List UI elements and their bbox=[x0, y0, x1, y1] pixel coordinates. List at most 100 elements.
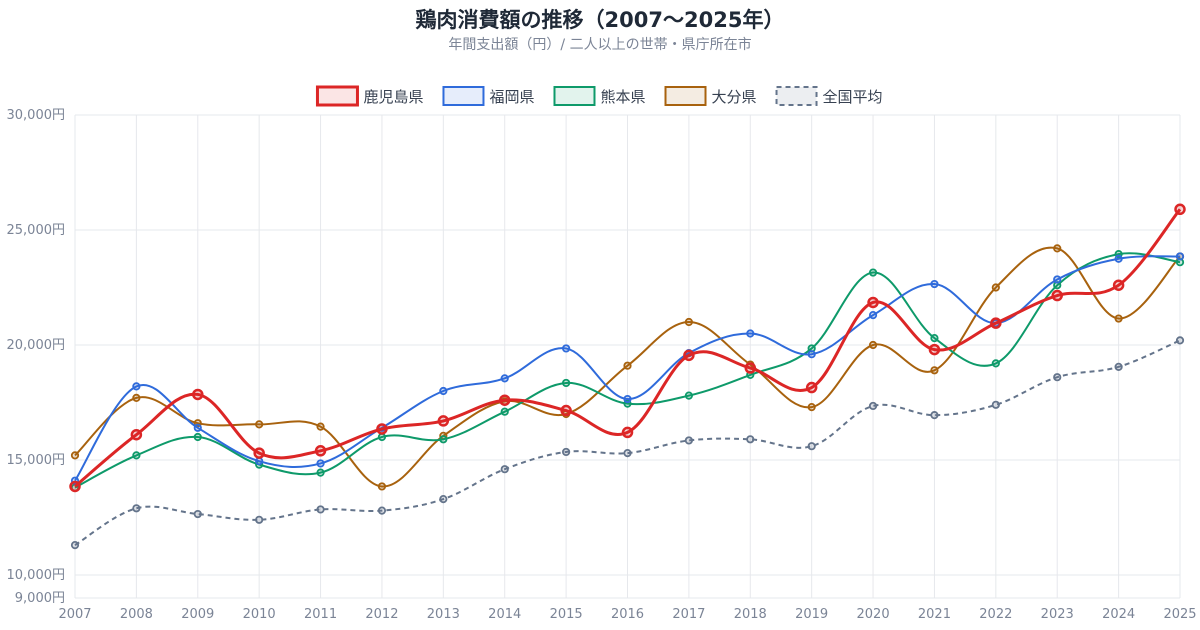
data-point bbox=[439, 435, 448, 444]
data-point bbox=[500, 407, 509, 416]
x-tick-label: 2017 bbox=[672, 607, 705, 622]
data-point bbox=[255, 515, 264, 524]
data-point bbox=[684, 317, 693, 327]
legend-item: 全国平均 bbox=[775, 86, 883, 106]
legend-item: 福岡県 bbox=[442, 86, 534, 106]
data-point bbox=[562, 378, 571, 388]
data-point bbox=[437, 415, 450, 427]
grid bbox=[74, 114, 1181, 599]
legend-swatch bbox=[775, 86, 818, 106]
data-point bbox=[376, 423, 388, 435]
legend-label: 大分県 bbox=[712, 88, 757, 106]
data-point bbox=[498, 394, 511, 406]
legend-label: 福岡県 bbox=[489, 88, 534, 106]
data-point bbox=[132, 504, 141, 513]
data-point bbox=[1114, 362, 1123, 371]
data-point bbox=[744, 362, 757, 374]
data-point bbox=[683, 349, 695, 362]
data-point bbox=[377, 482, 387, 491]
data-point bbox=[930, 411, 939, 420]
x-tick-label: 2018 bbox=[734, 607, 767, 622]
legend-label: 全国平均 bbox=[823, 88, 883, 106]
data-point bbox=[868, 268, 878, 277]
x-tick-label: 2012 bbox=[365, 607, 398, 622]
y-tick-label: 15,000円 bbox=[7, 453, 66, 468]
data-point bbox=[807, 402, 816, 412]
data-point bbox=[69, 480, 81, 493]
data-point bbox=[132, 393, 141, 402]
x-tick-label: 2025 bbox=[1163, 607, 1196, 622]
data-point bbox=[562, 447, 571, 457]
data-point bbox=[807, 442, 816, 451]
x-tick-label: 2021 bbox=[918, 607, 951, 622]
data-point bbox=[1114, 314, 1123, 323]
series-5 bbox=[70, 336, 1185, 550]
data-point bbox=[316, 459, 325, 468]
y-tick-label: 10,000円 bbox=[7, 568, 66, 583]
data-point bbox=[621, 426, 634, 439]
x-tick-label: 2016 bbox=[611, 607, 644, 622]
data-point bbox=[868, 340, 878, 350]
data-point bbox=[316, 468, 325, 477]
legend: 鹿児島県 福岡県 熊本県 大分県 全国平均 bbox=[315, 85, 883, 107]
y-tick-label: 30,000円 bbox=[7, 108, 66, 123]
data-point bbox=[805, 381, 818, 394]
data-point bbox=[991, 400, 1000, 409]
data-point bbox=[316, 422, 325, 431]
series-1 bbox=[69, 203, 1186, 493]
series-4 bbox=[70, 244, 1185, 491]
data-point bbox=[623, 394, 632, 404]
data-point bbox=[314, 445, 327, 457]
data-point bbox=[807, 350, 816, 359]
series-line bbox=[74, 208, 1182, 488]
data-point bbox=[928, 343, 941, 356]
y-tick-label: 25,000円 bbox=[7, 223, 66, 238]
y-tick-label: 20,000円 bbox=[7, 338, 66, 353]
data-point bbox=[1174, 203, 1186, 216]
x-tick-label: 2008 bbox=[120, 607, 153, 622]
data-point bbox=[930, 279, 939, 289]
data-point bbox=[867, 296, 879, 309]
legend-item: 大分県 bbox=[664, 86, 757, 106]
y-axis: 9,000円 10,000円 15,000円 20,000円 25,000円 30,000… bbox=[7, 108, 66, 606]
data-point bbox=[255, 420, 264, 429]
x-tick-label: 2015 bbox=[550, 607, 583, 622]
data-point bbox=[132, 451, 141, 460]
data-point bbox=[1114, 254, 1123, 263]
data-point bbox=[560, 404, 572, 417]
data-point bbox=[316, 505, 325, 514]
data-point bbox=[193, 423, 202, 432]
data-point bbox=[253, 447, 265, 459]
data-point bbox=[623, 448, 632, 458]
data-point bbox=[562, 344, 571, 353]
x-tick-label: 2007 bbox=[58, 607, 91, 622]
data-point bbox=[377, 506, 387, 515]
data-point bbox=[623, 361, 632, 370]
data-point bbox=[1053, 373, 1062, 382]
series-line bbox=[74, 246, 1181, 488]
series-group bbox=[69, 203, 1186, 550]
legend-label: 鹿児島県 bbox=[363, 88, 423, 106]
data-point bbox=[1175, 252, 1185, 261]
data-point bbox=[255, 457, 264, 466]
legend-swatch bbox=[664, 86, 707, 106]
x-axis: 2007 2008 2009 2010 2011 2012 2013 2014 2015 2016… bbox=[58, 607, 1196, 622]
data-point bbox=[684, 391, 693, 400]
data-point bbox=[746, 435, 755, 444]
legend-swatch bbox=[315, 85, 359, 107]
x-tick-label: 2019 bbox=[795, 607, 828, 622]
data-point bbox=[1175, 336, 1185, 345]
data-point bbox=[1053, 244, 1062, 253]
data-point bbox=[868, 310, 878, 320]
data-point bbox=[500, 374, 509, 383]
x-tick-label: 2013 bbox=[427, 607, 460, 622]
data-point bbox=[1112, 279, 1125, 291]
data-point bbox=[684, 436, 693, 445]
legend-label: 熊本県 bbox=[600, 88, 645, 106]
data-point bbox=[193, 432, 202, 442]
y-tick-label: 9,000円 bbox=[15, 591, 65, 606]
data-point bbox=[991, 359, 1000, 368]
chart-title: 鶏肉消費額の推移（2007〜2025年） bbox=[415, 8, 785, 32]
